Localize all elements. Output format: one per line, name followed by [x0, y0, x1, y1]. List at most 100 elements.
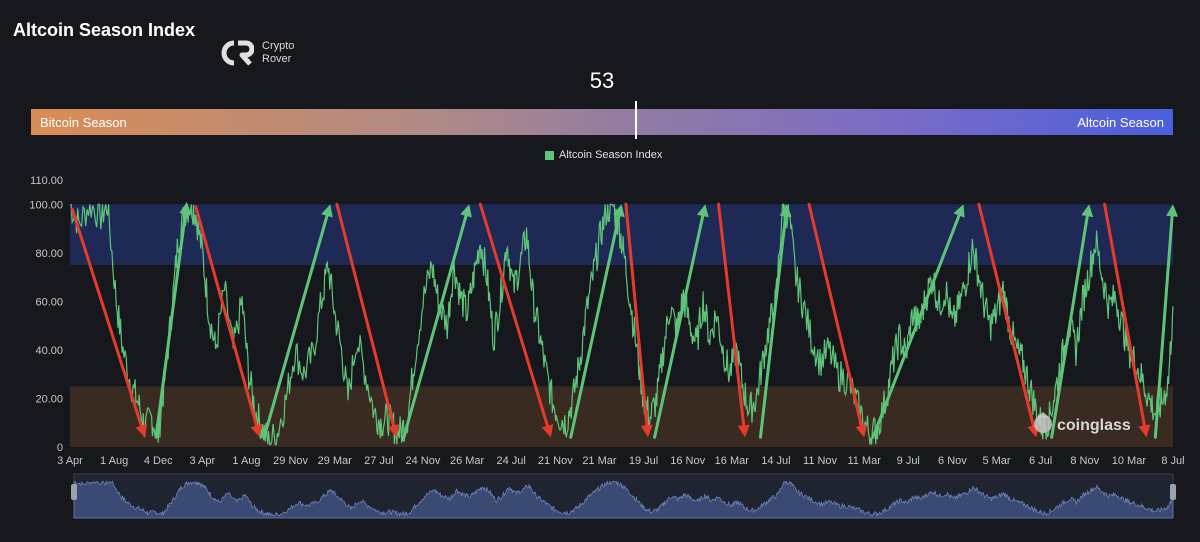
trend-arrow-up	[262, 204, 333, 439]
trend-arrow-down	[70, 207, 148, 438]
x-tick-label: 21 Nov	[538, 455, 573, 467]
navigator-left-handle[interactable]	[71, 484, 77, 500]
x-tick-label: 6 Jul	[1029, 455, 1052, 467]
x-tick-label: 19 Jul	[629, 455, 658, 467]
coinglass-icon	[1034, 415, 1052, 433]
y-axis: 110.00 100.00 80.00 60.00 40.00 20.00 0	[29, 175, 63, 454]
logo-line-1: Crypto	[262, 40, 295, 52]
bitcoin-season-label: Bitcoin Season	[40, 115, 127, 130]
x-axis: 3 Apr 1 Aug 4 Dec 3 Apr 1 Aug 29 Nov 29 Mar 27 …	[57, 455, 1184, 467]
arrow-shaft	[871, 213, 961, 439]
arrow-head	[779, 204, 792, 217]
arrow-shaft	[1153, 214, 1174, 439]
x-tick-label: 11 Mar	[847, 455, 881, 467]
arrow-head	[696, 204, 709, 218]
x-tick-label: 9 Jul	[897, 455, 920, 467]
x-tick-label: 10 Mar	[1112, 455, 1147, 467]
crypto-rover-logo: Crypto Rover	[220, 40, 294, 66]
y-tick-label: 40.00	[35, 345, 63, 357]
y-tick-label: 110.00	[30, 175, 63, 187]
trend-arrow-up	[401, 204, 472, 442]
x-tick-label: 21 Mar	[582, 455, 617, 467]
legend-label: Altcoin Season Index	[559, 149, 663, 161]
arrow-shaft	[194, 205, 259, 428]
x-tick-label: 4 Dec	[144, 455, 173, 467]
arrow-head	[321, 204, 333, 218]
legend-swatch	[545, 150, 554, 160]
arrow-shaft	[653, 214, 705, 439]
x-tick-label: 5 Mar	[982, 455, 1010, 467]
trend-arrow-down	[335, 202, 400, 438]
arrow-head	[135, 424, 148, 438]
trend-arrows	[70, 201, 1179, 442]
arrow-shaft	[717, 202, 746, 427]
arrow-head	[640, 424, 653, 438]
arrow-shaft	[154, 212, 187, 439]
arrow-shaft	[335, 202, 396, 428]
arrow-shaft	[262, 214, 329, 439]
page-title: Altcoin Season Index	[13, 20, 196, 40]
y-tick-label: 80.00	[35, 248, 63, 260]
trend-arrow-up	[154, 201, 192, 439]
arrow-head	[250, 424, 263, 438]
gauge-marker	[635, 101, 638, 139]
current-index-value: 53	[589, 68, 615, 93]
trend-arrow-down	[717, 202, 750, 438]
x-tick-label: 1 Aug	[232, 455, 260, 467]
arrow-head	[953, 204, 965, 218]
crypto-rover-logo-icon	[221, 40, 254, 66]
arrow-head	[387, 424, 400, 438]
arrow-shaft	[70, 207, 143, 428]
x-tick-label: 29 Mar	[318, 455, 353, 467]
arrow-head	[541, 424, 554, 438]
arrow-head	[1166, 204, 1179, 217]
arrow-shaft	[977, 202, 1035, 428]
trend-arrow-up	[653, 204, 709, 439]
arrow-shaft	[1050, 214, 1089, 439]
arrow-shaft	[624, 202, 649, 427]
arrow-head	[613, 204, 625, 218]
x-tick-label: 6 Nov	[938, 455, 967, 467]
range-navigator[interactable]	[71, 473, 1176, 519]
bitcoin-season-band	[70, 386, 1173, 447]
x-tick-label: 16 Nov	[670, 455, 705, 467]
arrow-head	[1081, 204, 1094, 218]
x-tick-label: 16 Mar	[715, 455, 750, 467]
trend-arrow-down	[807, 202, 868, 438]
watermark-text: coinglass	[1057, 417, 1131, 434]
x-tick-label: 1 Aug	[100, 455, 128, 467]
y-tick-label: 0	[57, 442, 63, 454]
arrow-shaft	[478, 202, 549, 428]
arrow-shaft	[1103, 202, 1146, 427]
arrow-head	[855, 424, 868, 438]
arrow-shaft	[758, 214, 788, 439]
arrow-head	[1138, 424, 1151, 438]
trend-arrow-up	[871, 204, 965, 439]
trend-arrow-down	[1103, 202, 1151, 438]
navigator-right-handle[interactable]	[1170, 484, 1176, 500]
coinglass-icon-top	[1036, 412, 1050, 418]
x-tick-label: 24 Nov	[406, 455, 441, 467]
coinglass-watermark: coinglass	[1034, 412, 1131, 434]
logo-line-2: Rover	[262, 53, 292, 65]
season-gauge-bar: Bitcoin Season Altcoin Season	[31, 101, 1173, 139]
y-tick-label: 20.00	[35, 393, 63, 405]
x-tick-label: 11 Nov	[803, 455, 838, 467]
arrow-head	[460, 204, 472, 218]
trend-arrow-up	[569, 204, 625, 439]
chart-legend[interactable]: Altcoin Season Index	[545, 149, 662, 161]
x-tick-label: 3 Apr	[190, 455, 216, 467]
logo-text: Crypto Rover	[262, 40, 294, 66]
x-tick-label: 8 Jul	[1161, 455, 1184, 467]
trend-arrow-down	[478, 202, 554, 438]
navigator-area	[73, 480, 1174, 519]
y-tick-label: 100.00	[29, 199, 63, 211]
x-tick-label: 14 Jul	[761, 455, 790, 467]
trend-arrow-up	[1050, 204, 1094, 439]
arrow-head	[179, 201, 192, 215]
trend-arrow-up	[1153, 204, 1179, 439]
trend-arrow-down	[624, 202, 653, 438]
y-tick-label: 60.00	[35, 296, 63, 308]
arrow-shaft	[807, 202, 863, 428]
x-tick-label: 8 Nov	[1070, 455, 1099, 467]
